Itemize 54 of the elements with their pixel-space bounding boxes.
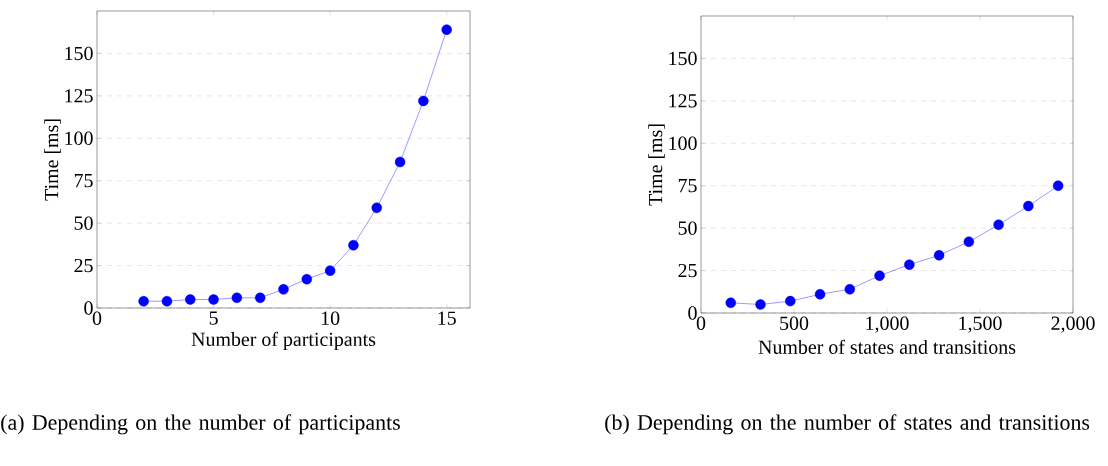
x-tick-label: 0 bbox=[696, 316, 706, 330]
y-tick-label: 0 bbox=[84, 301, 93, 315]
y-tick-label: 150 bbox=[669, 51, 697, 66]
point bbox=[1023, 200, 1034, 212]
y-tick-label: 25 bbox=[678, 263, 697, 278]
point bbox=[301, 273, 313, 285]
point bbox=[904, 259, 915, 270]
y-tick-label: 25 bbox=[74, 258, 93, 273]
point bbox=[231, 292, 243, 304]
point bbox=[814, 289, 826, 300]
point bbox=[324, 265, 336, 276]
x-axis-title: Number of participants bbox=[191, 331, 376, 351]
point bbox=[441, 24, 452, 35]
y-tick-label: 150 bbox=[65, 46, 93, 61]
point bbox=[993, 219, 1004, 230]
y-tick-label: 50 bbox=[678, 221, 697, 235]
x-tick-label: 500 bbox=[780, 316, 809, 330]
point bbox=[874, 270, 885, 281]
point bbox=[348, 240, 359, 251]
x-tick-label: 10 bbox=[321, 311, 340, 325]
point bbox=[844, 284, 856, 295]
point bbox=[394, 156, 406, 168]
y-tick-label: 50 bbox=[74, 216, 93, 230]
point bbox=[418, 95, 429, 107]
x-tick-label: 1,000 bbox=[866, 316, 909, 333]
x-axis-title: Number of states and transitions bbox=[758, 339, 1016, 354]
x-tick-label: 5 bbox=[209, 311, 218, 325]
x-tick-label: 1,500 bbox=[959, 316, 1002, 333]
y-tick-label: 75 bbox=[678, 179, 697, 193]
point bbox=[161, 296, 173, 307]
point bbox=[138, 296, 149, 307]
y-tick-label: 100 bbox=[669, 136, 697, 150]
y-tick-label: 75 bbox=[74, 174, 93, 188]
x-tick-label: 2,000 bbox=[1051, 316, 1095, 333]
y-tick-label: 125 bbox=[65, 89, 93, 103]
x-tick-label: 0 bbox=[92, 311, 102, 325]
y-axis-title: Time [ms] bbox=[44, 119, 61, 201]
point bbox=[963, 236, 975, 247]
point bbox=[254, 292, 266, 304]
point bbox=[933, 250, 945, 261]
y-axis-title: Time [ms] bbox=[648, 124, 665, 206]
text: (b) Depending on the number of states and transitions bbox=[605, 414, 1090, 435]
point bbox=[371, 202, 382, 214]
point bbox=[185, 294, 196, 305]
y-tick-label: 125 bbox=[669, 94, 697, 108]
point bbox=[785, 295, 796, 307]
x-tick-label: 15 bbox=[438, 311, 456, 325]
point bbox=[1052, 180, 1064, 191]
point bbox=[208, 294, 219, 305]
y-tick-label: 100 bbox=[65, 131, 93, 145]
text: (a) Depending on the number of participants bbox=[1, 414, 400, 435]
point bbox=[725, 297, 736, 309]
point bbox=[278, 284, 289, 295]
point bbox=[755, 299, 766, 310]
